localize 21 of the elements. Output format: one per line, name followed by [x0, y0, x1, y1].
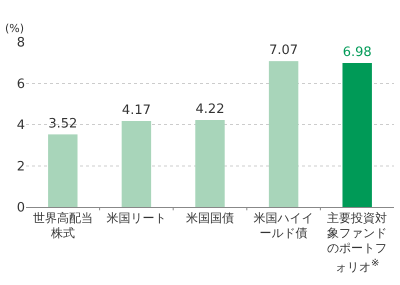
bar — [122, 120, 152, 207]
y-tick-label: 8 — [16, 36, 25, 51]
data-label: 4.17 — [122, 102, 151, 118]
y-tick-label: 4 — [16, 118, 25, 134]
data-label: 4.22 — [196, 102, 224, 117]
y-tick-label: 2 — [16, 159, 25, 174]
bar — [195, 120, 225, 207]
y-axis-title: (%) — [5, 22, 24, 35]
bar — [268, 61, 298, 207]
bar — [48, 134, 78, 207]
y-tick-label: 0 — [16, 200, 25, 216]
x-tick-label: 米国リート — [105, 211, 168, 226]
data-label: 3.52 — [48, 116, 78, 132]
bar — [342, 63, 372, 207]
x-tick-label: 世界高配当株式 — [32, 211, 94, 241]
data-label: 7.07 — [269, 43, 298, 58]
x-tick-label: 米国国債 — [185, 211, 235, 226]
x-tick-label: 米国ハイイールド債 — [252, 211, 315, 241]
data-label: 6.98 — [342, 45, 372, 60]
x-tick-label: 主要投資対象ファンドのポートフォリオ$^{※}$ — [326, 211, 388, 275]
y-tick-label: 6 — [16, 76, 25, 92]
